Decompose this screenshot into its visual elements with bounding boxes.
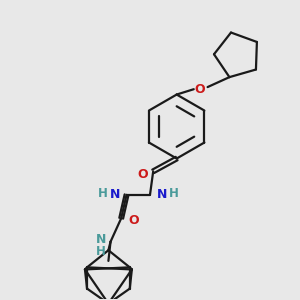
Text: O: O <box>137 168 148 181</box>
Text: N: N <box>110 188 120 201</box>
Text: H: H <box>96 245 106 258</box>
Text: H: H <box>98 187 108 200</box>
Text: N: N <box>96 233 106 246</box>
Text: N: N <box>157 188 167 201</box>
Text: O: O <box>129 214 139 227</box>
Text: H: H <box>169 187 178 200</box>
Text: O: O <box>195 83 206 96</box>
